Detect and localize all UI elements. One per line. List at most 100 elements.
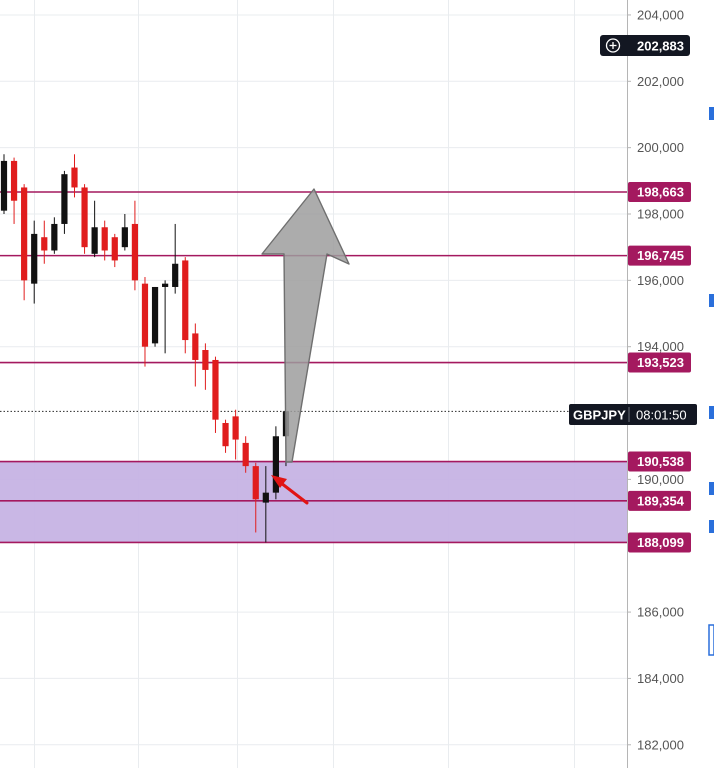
candle bbox=[131, 200, 139, 291]
candle-body bbox=[81, 187, 88, 248]
candle bbox=[41, 220, 48, 264]
axis-tick-label: 190,000 bbox=[637, 472, 684, 487]
candle-body bbox=[151, 286, 159, 344]
candle-body bbox=[101, 227, 108, 251]
candle-body bbox=[91, 227, 98, 254]
current-price-label: 202,883 bbox=[637, 39, 684, 54]
candle-body bbox=[242, 442, 249, 467]
edge-marker-outline bbox=[708, 624, 714, 656]
level-tag-label: 190,538 bbox=[637, 454, 684, 469]
candle bbox=[242, 436, 249, 473]
candle bbox=[141, 277, 149, 367]
candle-body bbox=[41, 237, 48, 251]
level-tag-label: 193,523 bbox=[637, 355, 684, 370]
candle-body bbox=[141, 283, 149, 347]
candle-body bbox=[182, 260, 189, 341]
level-tag-bg bbox=[628, 245, 691, 266]
axis-tick-label: 194,000 bbox=[637, 339, 684, 354]
candle-body bbox=[0, 160, 8, 211]
candle-body bbox=[212, 359, 219, 420]
candle bbox=[262, 466, 269, 543]
candle bbox=[51, 217, 58, 254]
candle bbox=[0, 154, 8, 214]
candle-body bbox=[61, 174, 68, 224]
symbol-label: GBPJPY bbox=[573, 408, 626, 423]
candle-body bbox=[232, 416, 239, 440]
edge-marker bbox=[709, 294, 714, 307]
candle-body bbox=[162, 283, 169, 287]
candle bbox=[151, 286, 159, 347]
zone-box bbox=[0, 461, 627, 543]
candle-body bbox=[21, 187, 28, 281]
candle bbox=[212, 356, 219, 433]
candle bbox=[91, 200, 98, 258]
axis-tick-label: 198,000 bbox=[637, 206, 684, 221]
demand-zone bbox=[0, 461, 627, 543]
candle bbox=[61, 170, 68, 234]
candle bbox=[222, 419, 229, 453]
current-price-tag[interactable]: 202,883 bbox=[600, 35, 690, 56]
up-arrow-drawing bbox=[261, 188, 350, 463]
axis-tick-label: 184,000 bbox=[637, 671, 684, 686]
level-tag-bg bbox=[628, 451, 691, 472]
axis-tick-label: 186,000 bbox=[637, 605, 684, 620]
level-tag-bg bbox=[628, 532, 691, 553]
axis-tick-label: 200,000 bbox=[637, 140, 684, 155]
candle-body bbox=[172, 263, 179, 287]
price-tags: 202,883 GBPJPY 08:01:50 198,663 196,745 19… bbox=[569, 35, 697, 553]
plus-circle-icon[interactable] bbox=[605, 38, 621, 53]
candle bbox=[31, 220, 38, 304]
pointer-arrow-shaft bbox=[279, 481, 309, 505]
drawings bbox=[261, 188, 350, 505]
level-tag-bg bbox=[628, 182, 691, 203]
price-axis[interactable]: 204,000 202,000 200,000 198,000 196,000 194,0… bbox=[627, 0, 684, 768]
level-price-tag: 196,745 bbox=[628, 245, 691, 266]
level-tag-bg bbox=[628, 490, 691, 511]
candle bbox=[232, 409, 239, 460]
level-tag-label: 189,354 bbox=[637, 493, 685, 508]
candle bbox=[21, 184, 28, 301]
candle bbox=[81, 184, 88, 254]
edge-marker bbox=[709, 482, 714, 495]
candle-body bbox=[131, 223, 139, 281]
candle bbox=[121, 213, 128, 251]
edge-marker bbox=[709, 520, 714, 533]
candle bbox=[252, 462, 259, 533]
edge-marker bbox=[709, 107, 714, 120]
candle-body bbox=[192, 333, 199, 360]
candle-body bbox=[262, 492, 269, 503]
candle-body bbox=[222, 422, 229, 447]
candle-body bbox=[202, 350, 209, 370]
level-price-tag: 193,523 bbox=[628, 352, 691, 373]
axis-tick-label: 182,000 bbox=[637, 737, 684, 752]
level-tag-label: 188,099 bbox=[637, 535, 684, 550]
candle bbox=[162, 280, 169, 354]
level-price-tag: 189,354 bbox=[628, 490, 691, 511]
pointer-arrow-head bbox=[271, 475, 287, 488]
candle-body bbox=[121, 227, 128, 248]
candle bbox=[182, 257, 189, 354]
level-price-tag: 198,663 bbox=[628, 182, 691, 203]
candle-body bbox=[272, 436, 279, 493]
edge-marker bbox=[709, 406, 714, 419]
grid-lines bbox=[0, 0, 627, 768]
candle bbox=[111, 233, 118, 268]
candle-body bbox=[111, 237, 118, 261]
candle bbox=[10, 157, 18, 224]
candle bbox=[202, 343, 209, 390]
level-tag-label: 196,745 bbox=[637, 248, 684, 263]
countdown-label: 08:01:50 bbox=[636, 408, 687, 423]
candle bbox=[71, 154, 78, 198]
candle-body bbox=[71, 167, 78, 188]
candle bbox=[172, 223, 179, 294]
level-tag-bg bbox=[628, 352, 691, 373]
candle bbox=[101, 220, 108, 261]
candle-body bbox=[31, 233, 38, 284]
candle bbox=[272, 426, 279, 500]
candle bbox=[192, 323, 199, 387]
right-edge-markers bbox=[708, 107, 714, 656]
axis-tick-label: 204,000 bbox=[637, 7, 684, 22]
axis-tick-label: 202,000 bbox=[637, 74, 684, 89]
